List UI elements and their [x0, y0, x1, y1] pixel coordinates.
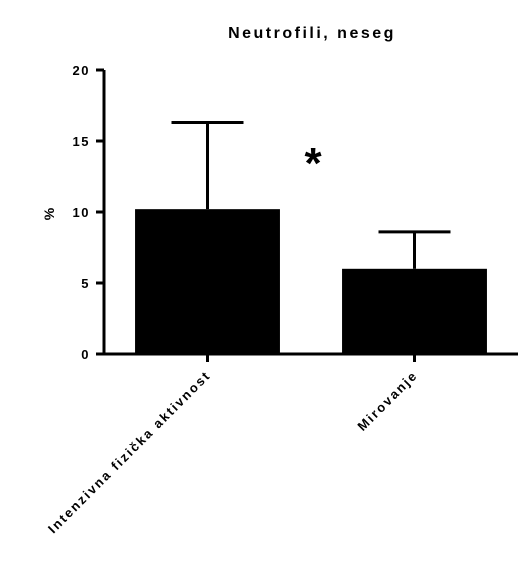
bars	[135, 121, 487, 354]
y-tick-label: 20	[73, 63, 90, 78]
chart-title: Neutrofili, neseg	[228, 25, 396, 42]
bar	[342, 268, 487, 354]
y-tick-label: 10	[73, 205, 90, 220]
y-tick-label: 15	[73, 134, 90, 149]
significance-asterisk: *	[304, 139, 322, 188]
x-tick-label: Intenzivna fizička aktivnost	[45, 368, 214, 537]
y-tick-label: 0	[81, 347, 90, 362]
y-axis-label: %	[41, 207, 57, 220]
bar	[135, 209, 280, 354]
y-axis: 0 5 10 15 20	[73, 63, 106, 362]
y-tick-label: 5	[81, 276, 90, 291]
x-axis: Intenzivna fizička aktivnost Mirovanje	[45, 352, 518, 537]
x-tick-label: Mirovanje	[354, 368, 420, 434]
